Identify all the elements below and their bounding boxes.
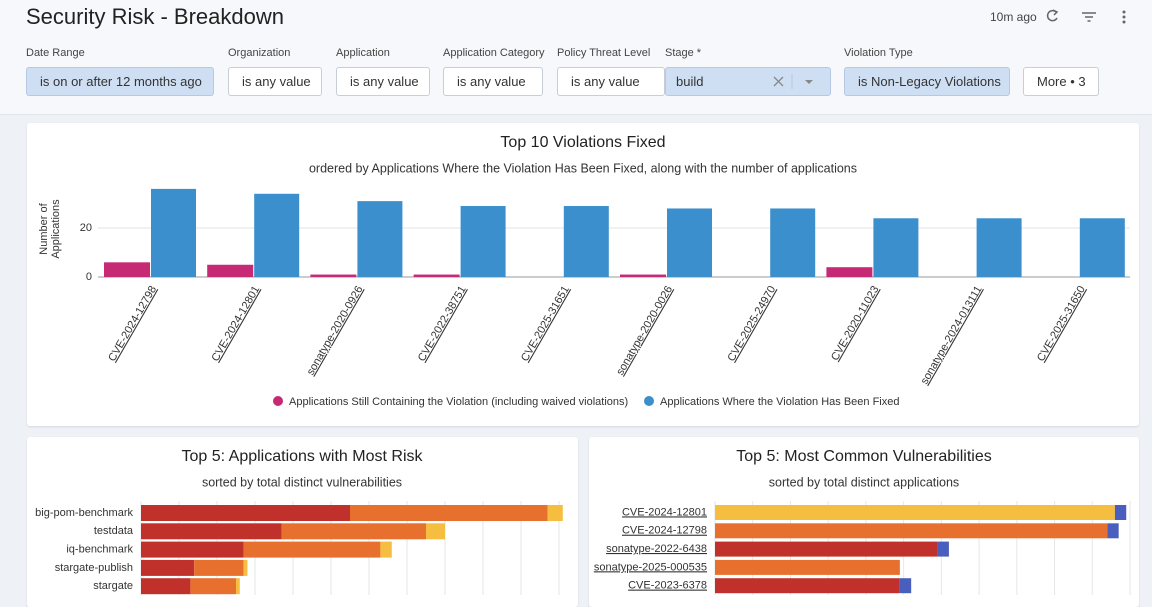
chart-title: Top 5: Applications with Most Risk [182, 448, 424, 465]
bar-segment [243, 559, 248, 576]
bar-segment [715, 523, 1108, 539]
bar-segment [141, 578, 191, 595]
bar [667, 208, 712, 277]
chart-subtitle: sorted by total distinct vulnerabilities [202, 475, 402, 489]
filter-value[interactable]: is any value [443, 67, 543, 96]
x-tick-label[interactable]: sonatype-2020-0026 [614, 284, 675, 377]
bar-segment [899, 578, 912, 594]
bar-segment [141, 541, 244, 558]
filter-value[interactable]: is any value [228, 67, 322, 96]
bar [254, 193, 300, 277]
filter-value[interactable]: is on or after 12 months ago [26, 67, 214, 96]
y-tick-label: iq-benchmark [66, 544, 133, 556]
legend-label: Applications Where the Violation Has Bee… [660, 396, 900, 408]
header: Security Risk - Breakdown 10m ago Date R… [0, 0, 1152, 115]
y-tick-label: stargate [93, 580, 133, 592]
chart-subtitle: sorted by total distinct applications [769, 475, 959, 489]
bar [413, 274, 460, 277]
filter-value[interactable]: is any value [336, 67, 430, 96]
bar-segment [350, 505, 548, 521]
filter-label: Violation Type [844, 47, 913, 59]
page-title: Security Risk - Breakdown [26, 4, 284, 29]
bar-segment [715, 559, 900, 575]
filter-label: Organization [228, 47, 291, 59]
bar [357, 201, 403, 277]
bar [873, 218, 919, 277]
select-controls[interactable] [770, 68, 830, 95]
bar-segment [715, 578, 900, 594]
bar-segment [141, 523, 282, 540]
legend-marker [273, 396, 283, 406]
bar [620, 274, 666, 277]
x-tick-label[interactable]: CVE-2025-31650 [1035, 284, 1088, 364]
chart-title: Top 5: Most Common Vulnerabilities [736, 448, 992, 465]
bar [770, 208, 816, 277]
y-tick-label: big-pom-benchmark [35, 507, 133, 519]
bar [563, 206, 609, 277]
bar [826, 267, 873, 277]
filter-label: Stage * [665, 47, 702, 59]
x-tick-label[interactable]: CVE-2025-24970 [725, 284, 778, 364]
filter-value[interactable]: build [665, 67, 831, 96]
legend-label: Applications Still Containing the Violat… [289, 396, 628, 408]
x-tick-label[interactable]: sonatype-2024-013111 [919, 284, 985, 387]
y-tick-label[interactable]: sonatype-2025-000535 [594, 561, 707, 573]
bar [207, 264, 254, 277]
bar-segment [281, 523, 426, 540]
legend-marker [644, 396, 654, 406]
bar-segment [380, 541, 392, 558]
x-tick-label[interactable]: CVE-2024-12801 [209, 284, 262, 364]
bar-segment [547, 505, 563, 521]
y-tick-label[interactable]: sonatype-2022-6438 [606, 543, 707, 555]
filter-label: Application Category [443, 47, 545, 59]
x-tick-label[interactable]: sonatype-2020-0926 [305, 284, 366, 377]
filter-value[interactable]: is Non-Legacy Violations [844, 67, 1010, 96]
y-tick-label[interactable]: CVE-2024-12801 [622, 506, 707, 518]
bar-segment [937, 541, 949, 557]
panel [27, 437, 578, 607]
y-tick-label: testdata [94, 525, 134, 537]
bar-segment [715, 505, 1115, 520]
x-tick-label[interactable]: CVE-2024-12798 [106, 284, 159, 364]
filter-label: Application [336, 47, 390, 59]
filter-value[interactable]: is any value [557, 67, 665, 96]
x-tick-label[interactable]: CVE-2022-38751 [416, 284, 469, 364]
y-tick-label: 0 [86, 271, 92, 283]
bar [976, 218, 1022, 277]
toolbar-icons[interactable] [1040, 6, 1140, 28]
bar-segment [194, 559, 244, 576]
bar-segment [243, 541, 381, 558]
filter-label: Policy Threat Level [557, 47, 651, 59]
bar [151, 188, 196, 277]
bar [310, 274, 357, 277]
bar-segment [141, 505, 350, 521]
chart-title: Top 10 Violations Fixed [500, 134, 665, 151]
filter-label: Date Range [26, 47, 85, 59]
y-tick-label: 20 [80, 222, 92, 234]
bar [1079, 218, 1125, 277]
chart-subtitle: ordered by Applications Where the Violat… [309, 161, 857, 175]
bar-segment [426, 523, 445, 540]
updated-time: 10m ago [990, 10, 1037, 24]
more-filters-button[interactable]: More • 3 [1023, 67, 1099, 96]
bar-segment [141, 559, 195, 576]
bar [460, 206, 506, 277]
y-tick-label: stargate-publish [55, 562, 133, 574]
bar-segment [715, 541, 938, 557]
bar [104, 262, 150, 277]
bar-segment [1107, 523, 1119, 539]
bar-segment [190, 578, 236, 595]
x-tick-label[interactable]: CVE-2020-11023 [829, 284, 881, 363]
bar-segment [236, 578, 240, 595]
x-tick-label[interactable]: CVE-2025-31651 [519, 284, 572, 364]
bar-segment [1114, 505, 1127, 520]
y-tick-label[interactable]: CVE-2024-12798 [622, 525, 707, 537]
y-tick-label[interactable]: CVE-2023-6378 [628, 580, 707, 592]
